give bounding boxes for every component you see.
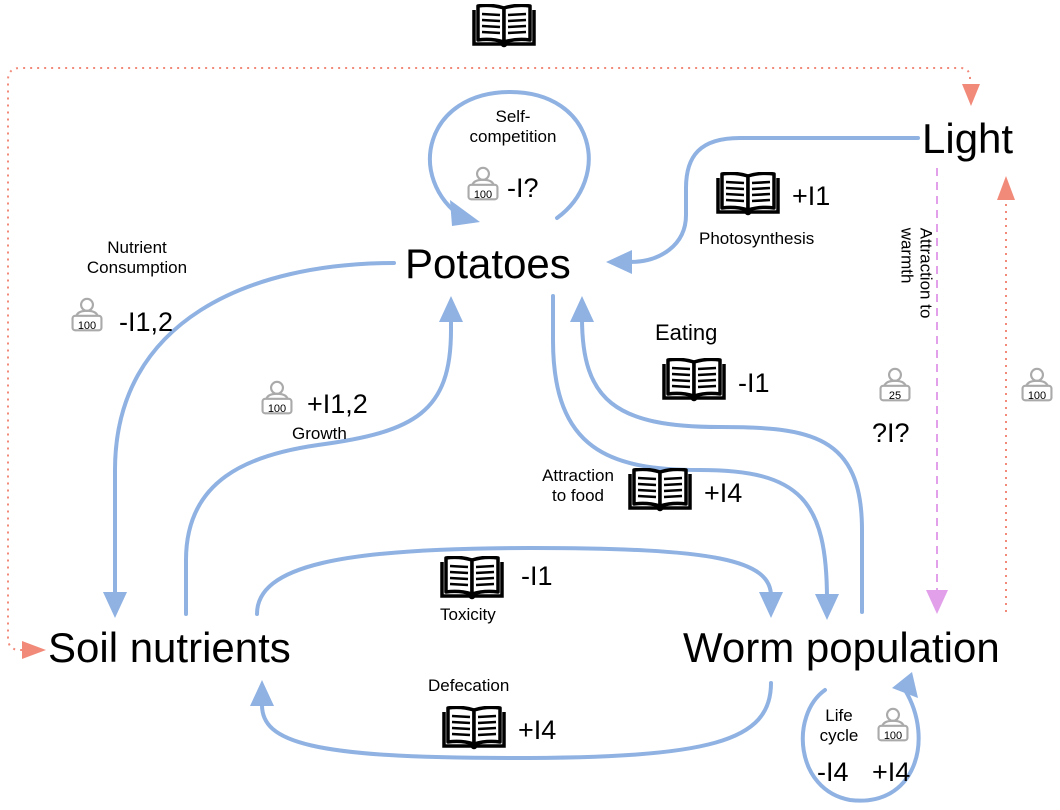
node-soil-nutrients: Soil nutrients [48,624,291,671]
arrowhead-worms-toxicity [759,592,783,618]
defecation-sign: +I4 [518,715,557,745]
label-line: competition [469,126,557,146]
eating-arrow [580,316,864,614]
label-line: Consumption [86,257,188,277]
book-icon [442,706,506,750]
growth-label: Growth [292,424,347,443]
toxicity-sign: -I1 [521,561,553,591]
self-competition-sign: -I? [507,173,539,203]
nutrient-consumption-label: Nutrient Consumption [72,238,202,277]
nutrient-consumption-sign: -I1,2 [119,307,174,337]
label-line: cycle [819,725,859,745]
arrowhead-soil-defecation [250,680,274,706]
arrowhead-life-cycle [892,672,918,698]
attraction-to-warmth-label: Attraction to warmth [897,227,936,408]
book-icon [628,468,692,512]
defecation-arrow [260,681,773,761]
weight-value: 100 [78,320,96,332]
arrowhead-potatoes-photo [606,250,632,274]
arrowhead-soil-dotted [22,641,46,659]
weight-value: 100 [884,730,902,742]
arrowhead-light-feedback [997,176,1015,200]
arrowhead-potatoes-eating [570,296,594,322]
arrowhead-light [962,84,980,106]
self-competition-loop [427,89,591,220]
arrowhead-self-competition [450,200,480,226]
arrowhead-potatoes-growth [439,296,463,322]
label-line: Life [825,706,853,725]
life-cycle-sign-negative: -I4 [817,757,849,787]
weight-value: 100 [1028,390,1046,402]
book-icon [472,4,536,48]
label-line: Nutrient [107,238,167,257]
nutrient-consumption-arrow [113,261,396,600]
node-worm-population: Worm population [683,624,1000,671]
photosynthesis-label: Photosynthesis [699,229,815,248]
light-to-soil-dotted-loop [7,67,971,651]
arrowhead-worms-food [815,594,839,620]
book-icon [440,556,504,600]
weight-value: 25 [889,390,901,402]
life-cycle-label: Life cycle [814,706,864,745]
book-icon [662,358,726,402]
label-line: Attraction [542,466,614,485]
toxicity-arrow [255,545,773,616]
defecation-label: Defecation [428,676,510,695]
node-potatoes: Potatoes [405,240,571,287]
label-line: to food [552,485,604,505]
label-text: Attraction to warmth [898,227,936,319]
life-cycle-sign-positive: +I4 [872,757,911,787]
self-competition-label: Self- competition [448,107,578,146]
life-cycle-loop [800,688,921,803]
eating-label: Eating [655,320,718,345]
growth-arrow [184,316,453,616]
photosynthesis-sign: +I1 [792,181,831,211]
eating-sign: -I1 [738,368,770,398]
attraction-to-food-arrow [551,294,829,602]
node-light: Light [922,115,1014,162]
weight-value: 100 [474,189,492,201]
book-icon [716,172,780,216]
toxicity-label: Toxicity [440,605,496,624]
arrowhead-soil-consumption [103,592,127,618]
attraction-to-warmth-sign: ?I? [872,418,910,448]
attraction-to-food-label: Attraction to food [528,466,628,505]
label-line: Self- [495,107,531,126]
weight-value: 100 [268,403,286,415]
photosynthesis-arrow [628,136,920,264]
arrowhead-worm-warmth [926,590,948,614]
growth-sign: +I1,2 [307,389,368,419]
attraction-to-food-sign: +I4 [704,478,743,508]
